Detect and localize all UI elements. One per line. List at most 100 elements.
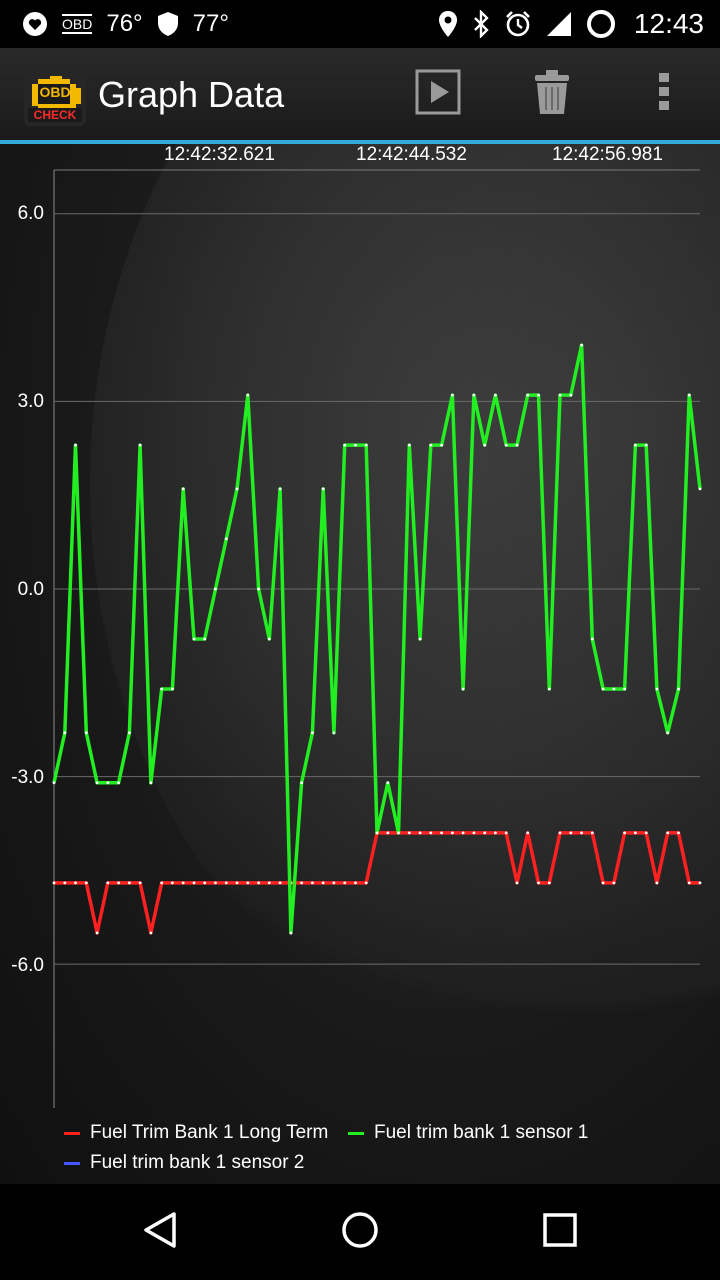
data-point xyxy=(149,931,153,935)
logo-text-bottom: CHECK xyxy=(33,108,77,122)
data-point xyxy=(612,687,616,691)
data-point xyxy=(547,881,551,885)
data-point xyxy=(95,781,99,785)
data-point xyxy=(106,781,110,785)
data-point xyxy=(537,393,540,397)
graph-area[interactable]: 12:42:32.621 12:42:44.532 12:42:56.981 6… xyxy=(0,144,720,1184)
overflow-menu-icon xyxy=(657,71,671,118)
obd-icon: OBD xyxy=(62,14,93,34)
data-point xyxy=(504,831,508,835)
data-point xyxy=(569,393,573,397)
data-point xyxy=(515,881,519,885)
status-clock: 12:43 xyxy=(633,8,704,39)
legend-swatch xyxy=(348,1131,364,1135)
app-logo-icon[interactable]: OBD CHECK xyxy=(24,64,86,126)
data-point xyxy=(192,637,196,641)
data-point xyxy=(677,831,680,835)
data-point xyxy=(127,881,131,885)
data-point xyxy=(267,881,271,885)
play-icon xyxy=(414,68,462,121)
data-point xyxy=(235,487,239,491)
data-point xyxy=(472,831,476,835)
data-point xyxy=(472,393,476,397)
data-point xyxy=(364,443,368,447)
location-icon xyxy=(438,10,458,38)
data-point xyxy=(590,637,594,641)
data-point xyxy=(63,731,67,735)
data-point xyxy=(332,731,336,735)
data-point xyxy=(558,831,562,835)
data-point xyxy=(138,443,142,447)
navigation-bar xyxy=(0,1184,720,1280)
data-point xyxy=(257,881,260,885)
data-point xyxy=(224,537,228,541)
y-tick-label: 0.0 xyxy=(17,579,44,600)
data-point xyxy=(149,781,153,785)
data-point xyxy=(580,831,583,835)
data-point xyxy=(160,687,164,691)
data-point xyxy=(214,587,217,591)
legend-label: Fuel trim bank 1 sensor 1 xyxy=(374,1122,589,1143)
page-title: Graph Data xyxy=(98,74,285,115)
data-point xyxy=(257,587,260,591)
shield-icon xyxy=(157,11,179,37)
data-point xyxy=(451,393,454,397)
data-point xyxy=(74,881,77,885)
data-point xyxy=(461,687,465,691)
data-point xyxy=(601,687,605,691)
data-point xyxy=(300,881,303,885)
data-point xyxy=(687,393,691,397)
data-point xyxy=(698,881,702,885)
data-point xyxy=(343,881,347,885)
data-point xyxy=(203,881,207,885)
data-point xyxy=(278,881,282,885)
data-point xyxy=(407,443,411,447)
data-point xyxy=(418,831,422,835)
data-point xyxy=(634,443,637,447)
data-point xyxy=(246,393,250,397)
home-button[interactable] xyxy=(336,1208,384,1256)
data-point xyxy=(289,931,293,935)
data-point xyxy=(214,881,217,885)
overflow-menu-button[interactable] xyxy=(636,66,692,122)
app-bar: OBD CHECK Graph Data xyxy=(0,48,720,140)
alarm-icon xyxy=(504,10,532,38)
data-point xyxy=(698,487,702,491)
data-point xyxy=(321,881,325,885)
signal-icon xyxy=(546,11,572,37)
data-point xyxy=(407,831,411,835)
data-point xyxy=(364,881,368,885)
data-point xyxy=(181,487,185,491)
data-point xyxy=(332,881,336,885)
data-point xyxy=(354,881,357,885)
legend-item: Fuel trim bank 1 sensor 2 xyxy=(64,1152,304,1174)
data-point xyxy=(386,781,390,785)
data-point xyxy=(52,781,56,785)
data-point xyxy=(504,443,508,447)
data-point xyxy=(666,731,670,735)
x-tick-label: 12:42:32.621 xyxy=(164,144,275,165)
trash-icon xyxy=(532,68,572,121)
recents-button[interactable] xyxy=(536,1208,584,1256)
line-chart xyxy=(52,169,702,1108)
data-point xyxy=(300,781,303,785)
data-point xyxy=(461,831,465,835)
data-point xyxy=(224,881,228,885)
data-point xyxy=(429,831,433,835)
logo-text-top: OBD xyxy=(39,84,71,100)
data-point xyxy=(666,831,670,835)
data-point xyxy=(84,881,88,885)
data-point xyxy=(397,831,400,835)
status-bar: OBD 76° 77° 12:43 xyxy=(0,0,720,48)
bluetooth-icon xyxy=(472,10,490,38)
play-button[interactable] xyxy=(410,66,466,122)
data-point xyxy=(601,881,605,885)
back-button[interactable] xyxy=(136,1208,184,1256)
data-point xyxy=(343,443,347,447)
data-point xyxy=(494,831,497,835)
app-bar-divider xyxy=(0,140,720,144)
data-point xyxy=(644,443,648,447)
data-point xyxy=(63,881,67,885)
legend-label: Fuel trim bank 1 sensor 2 xyxy=(90,1152,305,1173)
delete-button[interactable] xyxy=(524,66,580,122)
